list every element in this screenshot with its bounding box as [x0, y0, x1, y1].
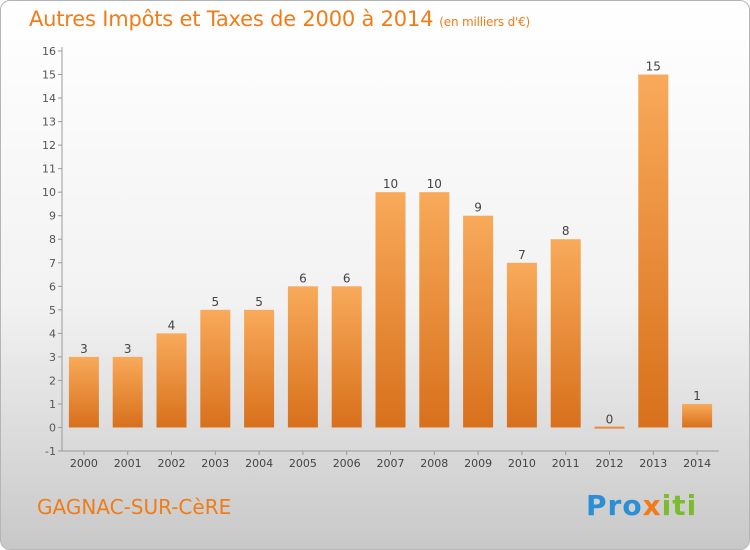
y-tick-label: 6	[49, 280, 56, 293]
x-tick-label: 2006	[333, 457, 361, 470]
y-tick-label: 12	[42, 139, 56, 152]
bar-value-label: 5	[211, 295, 219, 309]
x-tick-label: 2004	[245, 457, 273, 470]
x-tick-label: 2012	[596, 457, 624, 470]
bar	[682, 403, 713, 428]
bar	[375, 192, 406, 428]
bar-value-label: 15	[646, 60, 661, 74]
bar-value-label: 7	[518, 248, 526, 262]
chart-title-text: Autres Impôts et Taxes de 2000 à 2014	[29, 7, 434, 31]
y-tick-label: 3	[49, 351, 56, 364]
bar	[200, 309, 231, 428]
bar-value-label: 10	[427, 177, 442, 191]
bar	[287, 286, 318, 428]
x-tick-label: 2007	[377, 457, 405, 470]
y-tick-label: 9	[49, 210, 56, 223]
bar	[463, 215, 494, 428]
commune-name: GAGNAC-SUR-CèRE	[37, 495, 232, 519]
y-tick-label: 15	[42, 69, 56, 82]
y-tick-label: 5	[49, 304, 56, 317]
bar-value-label: 3	[80, 342, 88, 356]
bar	[419, 192, 450, 428]
y-tick-label: 4	[49, 327, 56, 340]
x-tick-label: 2014	[683, 457, 711, 470]
chart-title: Autres Impôts et Taxes de 2000 à 2014 (en…	[29, 7, 530, 31]
bar	[506, 262, 537, 428]
bar	[244, 309, 275, 428]
x-tick-label: 2000	[70, 457, 98, 470]
bar-value-label: 1	[693, 389, 701, 403]
bar	[331, 286, 362, 428]
chart-title-unit: (en milliers d'€)	[439, 15, 531, 29]
y-tick-label: 11	[42, 163, 56, 176]
y-tick-label: 2	[49, 374, 56, 387]
bar-value-label: 6	[343, 271, 351, 285]
y-tick-label: 1	[49, 398, 56, 411]
bar-value-label: 6	[299, 271, 307, 285]
bar-value-label: 3	[124, 342, 132, 356]
bar-value-label: 5	[255, 295, 263, 309]
x-tick-label: 2009	[464, 457, 492, 470]
logo-part-iti: iti	[661, 489, 698, 522]
x-tick-label: 2008	[420, 457, 448, 470]
bar	[112, 356, 143, 428]
x-tick-label: 2011	[552, 457, 580, 470]
x-tick-label: 2002	[158, 457, 186, 470]
y-tick-label: 13	[42, 116, 56, 129]
bar-value-label: 10	[383, 177, 398, 191]
y-tick-label: 10	[42, 186, 56, 199]
x-tick-label: 2010	[508, 457, 536, 470]
bar-value-label: 0	[606, 412, 614, 426]
y-tick-label: 14	[42, 92, 56, 105]
bar	[68, 356, 99, 428]
y-tick-label: 0	[49, 421, 56, 434]
bar-value-label: 4	[168, 318, 176, 332]
bar-value-label: 8	[562, 224, 570, 238]
bar	[594, 426, 625, 429]
x-tick-label: 2001	[114, 457, 142, 470]
bar	[156, 333, 187, 428]
proxiti-logo: Proxiti	[586, 489, 697, 522]
logo-part-x: x	[642, 489, 662, 522]
logo-part-pro: Pro	[586, 489, 643, 522]
x-tick-label: 2005	[289, 457, 317, 470]
x-tick-label: 2003	[201, 457, 229, 470]
y-tick-label: -1	[45, 445, 56, 458]
y-tick-label: 16	[42, 45, 56, 58]
y-tick-label: 7	[49, 257, 56, 270]
bar	[638, 74, 669, 428]
x-tick-label: 2013	[639, 457, 667, 470]
y-tick-label: 8	[49, 233, 56, 246]
bar	[550, 239, 581, 428]
bar-value-label: 9	[474, 201, 482, 215]
